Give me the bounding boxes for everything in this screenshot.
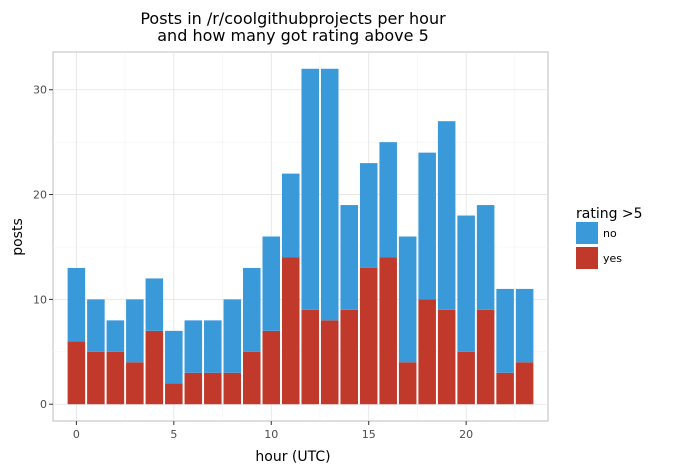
- bar-yes-hour-1: [87, 351, 105, 405]
- bar-yes-hour-22: [496, 372, 514, 405]
- bar-yes-hour-4: [145, 330, 164, 405]
- bar-no-hour-1: [87, 299, 105, 352]
- bar-no-hour-6: [184, 320, 203, 373]
- legend-swatch-no: [576, 222, 598, 244]
- bar-no-hour-3: [126, 299, 144, 363]
- bar-yes-hour-9: [243, 351, 261, 405]
- bar-yes-hour-2: [106, 351, 125, 405]
- legend: rating >5 no yes: [576, 206, 643, 269]
- chart-title-line1: Posts in /r/coolgithubprojects per hour: [140, 9, 446, 28]
- x-tick-label: 15: [362, 428, 376, 441]
- bar-no-hour-10: [262, 236, 281, 331]
- bar-yes-hour-14: [340, 309, 358, 405]
- bar-no-hour-21: [476, 205, 495, 310]
- bar-yes-hour-12: [301, 309, 320, 405]
- y-tick-label: 10: [33, 293, 47, 306]
- bar-no-hour-12: [301, 68, 320, 310]
- bar-yes-hour-10: [262, 330, 281, 405]
- legend-title: rating >5: [576, 206, 643, 222]
- bar-no-hour-5: [165, 330, 183, 384]
- bar-yes-hour-3: [126, 362, 144, 405]
- bar-no-hour-2: [106, 320, 125, 352]
- bar-yes-hour-20: [457, 351, 475, 405]
- bar-no-hour-11: [281, 173, 300, 258]
- x-axis-title: hour (UTC): [255, 449, 330, 465]
- legend-label-no: no: [603, 227, 617, 240]
- bar-no-hour-23: [515, 288, 534, 363]
- bar-no-hour-4: [145, 278, 164, 331]
- y-axis-title: posts: [10, 218, 26, 256]
- bar-no-hour-8: [223, 299, 242, 373]
- bar-no-hour-9: [243, 267, 261, 352]
- bar-no-hour-13: [320, 68, 339, 321]
- bar-yes-hour-11: [281, 257, 300, 405]
- bar-no-hour-7: [204, 320, 222, 373]
- chart-title-line2: and how many got rating above 5: [157, 26, 429, 45]
- y-tick-label: 30: [33, 84, 47, 97]
- bar-no-hour-19: [437, 121, 456, 310]
- x-tick-label: 20: [459, 428, 473, 441]
- bar-yes-hour-18: [418, 299, 436, 405]
- bar-no-hour-0: [67, 267, 86, 342]
- bar-yes-hour-13: [320, 320, 339, 405]
- bar-yes-hour-0: [67, 341, 86, 405]
- bar-no-hour-22: [496, 288, 514, 373]
- x-tick-label: 0: [73, 428, 80, 441]
- bar-yes-hour-8: [223, 372, 242, 405]
- bar-no-hour-17: [398, 236, 417, 363]
- bar-yes-hour-16: [379, 257, 397, 405]
- bar-no-hour-18: [418, 152, 436, 300]
- bar-yes-hour-21: [476, 309, 495, 405]
- bar-no-hour-16: [379, 142, 397, 258]
- bar-yes-hour-5: [165, 383, 183, 405]
- bar-yes-hour-6: [184, 372, 203, 405]
- bar-no-hour-14: [340, 205, 358, 310]
- bars: [67, 68, 534, 405]
- bar-yes-hour-19: [437, 309, 456, 405]
- legend-swatch-yes: [576, 247, 598, 269]
- bar-yes-hour-7: [204, 372, 222, 405]
- legend-label-yes: yes: [603, 252, 622, 265]
- y-axis-ticks: 0 10 20 30: [33, 84, 53, 411]
- x-tick-label: 10: [264, 428, 278, 441]
- x-axis-ticks: 0 5 10 15 20: [73, 421, 473, 441]
- bar-no-hour-20: [457, 215, 475, 352]
- y-tick-label: 0: [40, 398, 47, 411]
- y-tick-label: 20: [33, 189, 47, 202]
- x-tick-label: 5: [170, 428, 177, 441]
- bar-yes-hour-23: [515, 362, 534, 405]
- bar-no-hour-15: [359, 163, 378, 268]
- bar-yes-hour-15: [359, 267, 378, 405]
- bar-yes-hour-17: [398, 362, 417, 405]
